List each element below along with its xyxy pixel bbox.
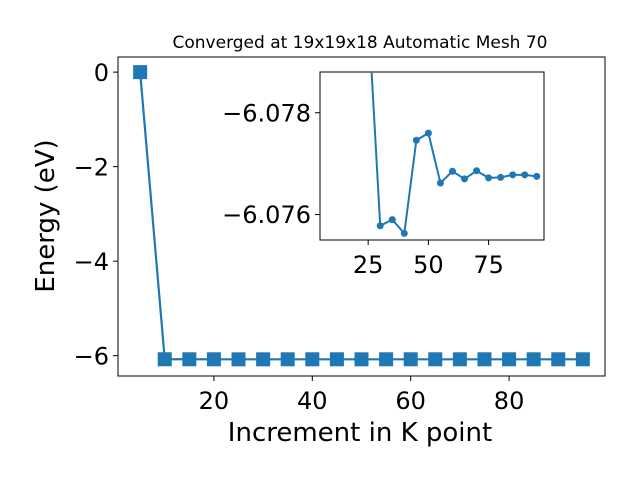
- chart-title: Converged at 19x19x18 Automatic Mesh 70: [173, 33, 548, 53]
- main-data-point: [206, 352, 221, 367]
- main-x-ticks: 20 40 60 80: [199, 376, 525, 415]
- main-data-point: [280, 352, 295, 367]
- main-plot-frame: [117, 56, 606, 377]
- inset-data-point: [509, 171, 517, 179]
- y-axis-label: Energy (eV): [31, 139, 61, 292]
- inset-data-point: [436, 179, 444, 187]
- inset-data-point: [485, 174, 493, 182]
- main-data-point: [305, 352, 320, 367]
- inset-data-point: [473, 167, 481, 175]
- inset-data-point: [521, 171, 529, 179]
- inset-y-tick-label: −6.078: [222, 99, 311, 127]
- main-plot: 20 40 60 80 0 −2 −4 −6: [74, 56, 606, 415]
- inset-data-point: [400, 229, 408, 237]
- inset-data-point: [533, 172, 541, 180]
- main-x-tick-label: 80: [494, 387, 525, 415]
- main-series-markers: [133, 65, 590, 367]
- inset-data-point: [388, 216, 396, 224]
- inset-data-point: [376, 222, 384, 230]
- main-x-tick-label: 40: [297, 387, 328, 415]
- main-data-point: [379, 352, 394, 367]
- main-data-point: [452, 352, 467, 367]
- main-data-point: [231, 352, 246, 367]
- main-data-point: [133, 65, 148, 80]
- main-x-tick-label: 60: [395, 387, 426, 415]
- inset-data-point: [461, 175, 469, 183]
- main-y-tick-label: 0: [94, 59, 109, 87]
- main-y-tick-label: −4: [74, 248, 109, 276]
- inset-plot: 25 50 75 −6.078 −6.076: [222, 71, 545, 279]
- main-y-tick-label: −6: [74, 342, 109, 370]
- main-data-point: [256, 352, 271, 367]
- inset-x-tick-label: 50: [413, 251, 444, 279]
- x-axis-label: Increment in K point: [228, 418, 492, 448]
- main-data-point: [354, 352, 369, 367]
- main-x-tick-label: 20: [199, 387, 230, 415]
- main-data-point: [403, 352, 418, 367]
- main-y-tick-label: −2: [74, 153, 109, 181]
- main-y-ticks: 0 −2 −4 −6: [74, 59, 118, 370]
- main-data-point: [575, 352, 590, 367]
- inset-data-point: [448, 167, 456, 175]
- main-data-point: [157, 352, 172, 367]
- inset-y-ticks: −6.078 −6.076: [222, 99, 320, 229]
- inset-data-point: [412, 136, 420, 144]
- main-data-point: [502, 352, 517, 367]
- inset-x-tick-label: 25: [353, 251, 384, 279]
- inset-series-markers: [376, 129, 541, 237]
- main-data-point: [551, 352, 566, 367]
- main-data-point: [477, 352, 492, 367]
- main-data-point: [182, 352, 197, 367]
- main-data-point: [329, 352, 344, 367]
- inset-data-point: [424, 129, 432, 137]
- inset-data-point: [497, 173, 505, 181]
- main-data-point: [526, 352, 541, 367]
- main-data-point: [428, 352, 443, 367]
- inset-x-tick-label: 75: [473, 251, 504, 279]
- inset-plot-frame: [319, 71, 545, 241]
- inset-x-ticks: 25 50 75: [353, 240, 504, 279]
- inset-y-tick-label: −6.076: [222, 201, 311, 229]
